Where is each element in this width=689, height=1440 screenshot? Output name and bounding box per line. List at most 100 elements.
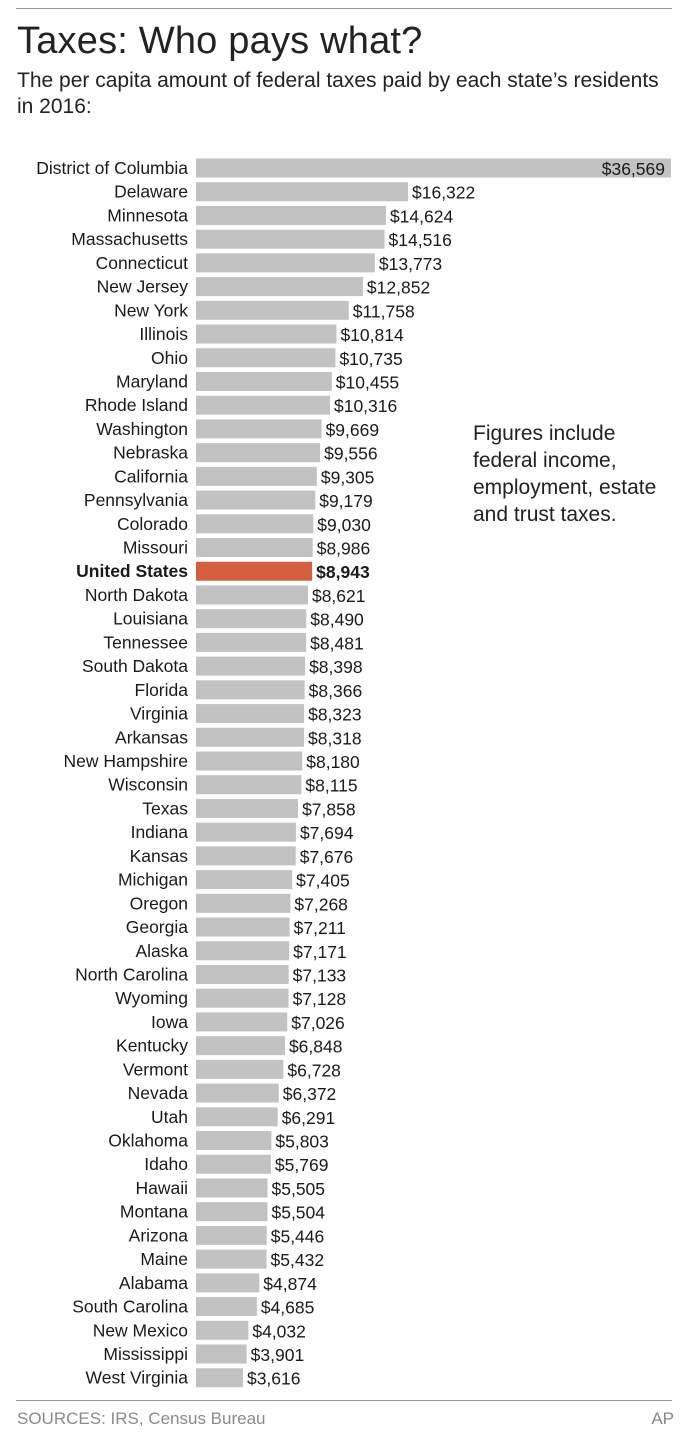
source-credit: SOURCES: IRS, Census Bureau [17,1409,266,1428]
category-label-pennsylvania: Pennsylvania [84,490,188,510]
category-label-louisiana: Louisiana [113,609,188,629]
category-label-georgia: Georgia [126,917,189,937]
agency-credit: AP [651,1409,674,1428]
bar-washington [196,419,322,439]
category-label-united-states: United States [76,561,188,581]
bar-alabama [196,1273,260,1293]
bar-kentucky [196,1036,285,1056]
category-label-washington: Washington [96,419,188,439]
value-label-delaware: $16,322 [412,183,475,203]
value-label-massachusetts: $14,516 [389,230,452,250]
value-label-ohio: $10,735 [339,349,402,369]
value-label-new-york: $11,758 [353,301,415,321]
category-label-hawaii: Hawaii [135,1178,188,1198]
category-label-new-jersey: New Jersey [97,277,189,297]
category-label-district-of-columbia: District of Columbia [36,158,188,178]
category-label-connecticut: Connecticut [96,253,189,273]
category-label-north-carolina: North Carolina [75,964,188,984]
bar-nebraska [196,443,321,463]
bar-pennsylvania [196,490,316,510]
bar-ohio [196,348,336,368]
category-label-nevada: Nevada [128,1083,189,1103]
value-label-iowa: $7,026 [291,1013,345,1033]
value-label-vermont: $6,728 [287,1060,341,1080]
value-label-alabama: $4,874 [263,1274,317,1294]
value-label-west-virginia: $3,616 [247,1369,301,1389]
bar-michigan [196,870,293,890]
value-label-connecticut: $13,773 [379,254,442,274]
bar-nevada [196,1083,279,1103]
bar-wisconsin [196,775,302,795]
bar-tennessee [196,632,307,652]
bar-georgia [196,917,290,937]
category-label-alaska: Alaska [135,941,188,961]
value-label-alaska: $7,171 [293,942,347,962]
value-label-utah: $6,291 [282,1108,336,1128]
bar-colorado [196,514,314,534]
value-label-montana: $5,504 [271,1203,325,1223]
category-label-north-dakota: North Dakota [85,585,188,605]
bar-arizona [196,1225,267,1245]
value-label-arizona: $5,446 [271,1226,325,1246]
bar-california [196,466,317,486]
value-label-pennsylvania: $9,179 [319,491,373,511]
bar-oregon [196,893,291,913]
bar-new-mexico [196,1320,249,1340]
bar-district-of-columbia [196,158,671,178]
value-label-texas: $7,858 [302,799,356,819]
bar-united-states [196,561,313,581]
bar-connecticut [196,253,375,273]
category-label-south-carolina: South Carolina [72,1297,188,1317]
bar-idaho [196,1154,271,1174]
bar-hawaii [196,1178,268,1198]
bar-illinois [196,324,337,344]
category-label-nebraska: Nebraska [113,443,188,463]
bar-indiana [196,822,296,842]
value-label-rhode-island: $10,316 [334,396,397,416]
bar-minnesota [196,205,386,225]
value-label-washington: $9,669 [326,420,380,440]
top-rule [16,8,672,9]
category-label-massachusetts: Massachusetts [71,229,188,249]
category-label-alabama: Alabama [119,1273,188,1293]
value-label-north-carolina: $7,133 [293,965,347,985]
value-label-virginia: $8,323 [308,705,362,725]
bar-chart: District of Columbia $36,569 Delaware $16,3… [36,158,671,1389]
value-label-united-states: $8,943 [316,562,370,582]
category-label-rhode-island: Rhode Island [85,395,188,415]
chart-subtitle: The per capita amount of federal taxes p… [17,69,659,118]
value-label-hawaii: $5,505 [272,1179,326,1199]
value-label-maine: $5,432 [271,1250,325,1270]
value-label-nevada: $6,372 [283,1084,337,1104]
value-label-idaho: $5,769 [275,1155,329,1175]
category-label-colorado: Colorado [117,514,188,534]
category-label-new-mexico: New Mexico [93,1320,188,1340]
category-label-montana: Montana [120,1202,188,1222]
bar-new-jersey [196,277,363,297]
category-label-virginia: Virginia [130,704,188,724]
category-label-mississippi: Mississippi [103,1344,188,1364]
value-label-south-carolina: $4,685 [261,1298,315,1318]
bar-maryland [196,371,332,391]
value-label-new-mexico: $4,032 [252,1321,306,1341]
value-label-wyoming: $7,128 [293,989,347,1009]
bar-west-virginia [196,1368,243,1388]
bar-new-hampshire [196,751,303,771]
bar-mississippi [196,1344,247,1364]
value-label-illinois: $10,814 [340,325,404,345]
value-label-minnesota: $14,624 [390,206,454,226]
bar-rhode-island [196,395,330,415]
value-label-missouri: $8,986 [317,539,371,559]
value-label-kentucky: $6,848 [289,1037,343,1057]
category-label-wisconsin: Wisconsin [108,775,188,795]
category-label-iowa: Iowa [151,1012,188,1032]
value-label-colorado: $9,030 [317,515,371,535]
bar-missouri [196,538,313,558]
bar-vermont [196,1059,284,1079]
bar-florida [196,680,305,700]
bottom-rule [16,1400,672,1401]
bar-massachusetts [196,229,385,249]
bar-south-carolina [196,1297,257,1317]
category-label-california: California [114,466,188,486]
chart-note: Figures include federal income, employme… [473,422,657,526]
